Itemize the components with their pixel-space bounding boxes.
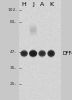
Ellipse shape — [38, 50, 46, 57]
Text: K: K — [49, 2, 53, 7]
Text: J: J — [32, 2, 34, 7]
Ellipse shape — [21, 50, 28, 56]
Text: 35-: 35- — [10, 66, 17, 70]
Text: 47-: 47- — [10, 50, 17, 54]
Text: DFF45: DFF45 — [63, 51, 72, 56]
Ellipse shape — [20, 50, 28, 57]
Ellipse shape — [29, 28, 37, 30]
Text: A: A — [40, 2, 44, 7]
Ellipse shape — [31, 52, 35, 55]
Text: 81-: 81- — [10, 20, 17, 24]
Text: 102-: 102- — [7, 8, 17, 12]
Ellipse shape — [29, 50, 37, 57]
Ellipse shape — [29, 30, 37, 32]
Ellipse shape — [29, 49, 38, 58]
Ellipse shape — [47, 49, 55, 58]
Ellipse shape — [29, 32, 37, 35]
Ellipse shape — [40, 52, 44, 55]
Ellipse shape — [29, 31, 37, 33]
Text: 25-: 25- — [10, 82, 17, 86]
Text: H: H — [22, 2, 26, 7]
Ellipse shape — [22, 52, 26, 55]
Bar — [19, 0, 61, 100]
Ellipse shape — [48, 50, 55, 57]
Ellipse shape — [29, 27, 37, 29]
Ellipse shape — [39, 50, 46, 56]
Ellipse shape — [29, 25, 37, 28]
Ellipse shape — [49, 52, 53, 55]
